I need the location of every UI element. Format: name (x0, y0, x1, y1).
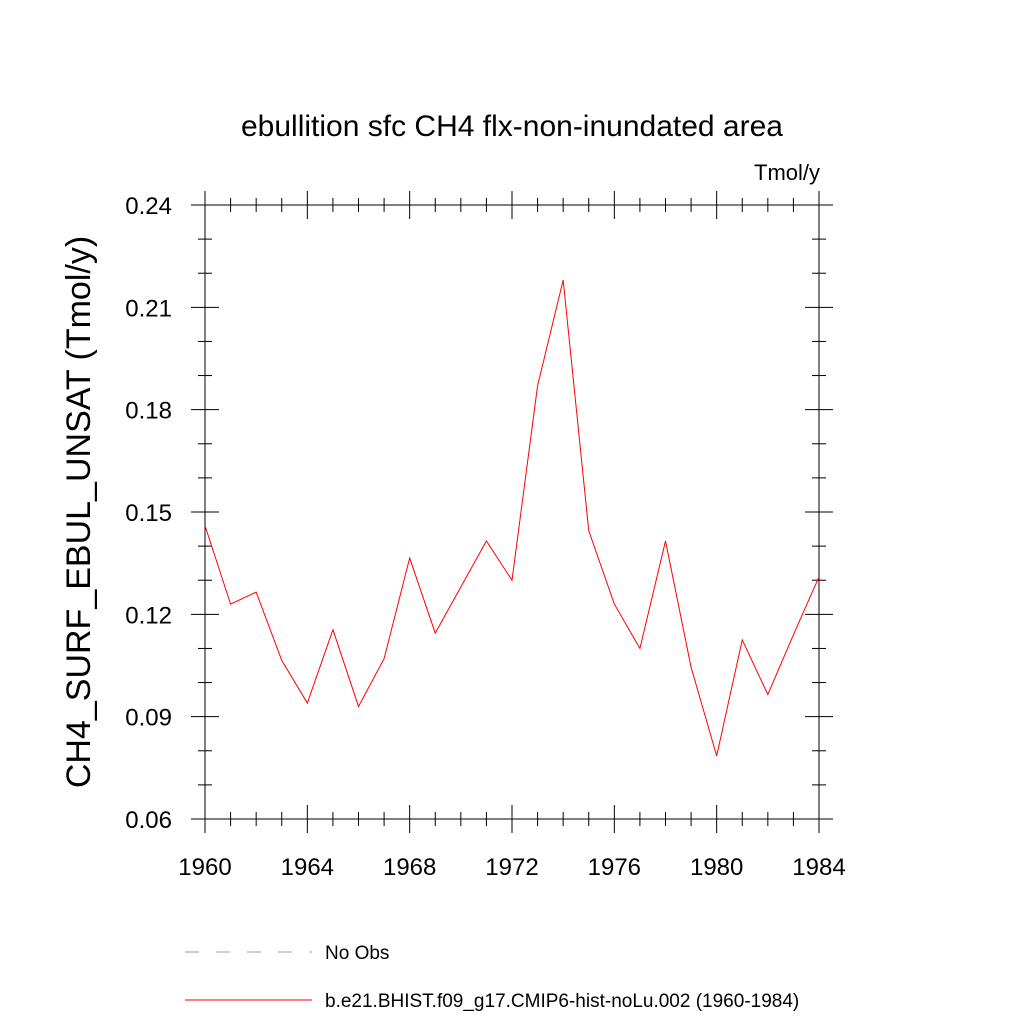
x-tick-label: 1976 (588, 854, 641, 881)
x-tick-label: 1968 (383, 854, 436, 881)
plot-frame (204, 204, 820, 820)
x-tick-label: 1972 (485, 854, 538, 881)
x-tick-label: 1964 (281, 854, 334, 881)
y-tick-label: 0.06 (125, 807, 172, 834)
x-tick-label: 1984 (792, 854, 845, 881)
legend-label-model-run: b.e21.BHIST.f09_g17.CMIP6-hist-noLu.002 … (325, 991, 799, 1012)
x-tick-label: 1960 (178, 854, 231, 881)
y-tick-label: 0.21 (125, 295, 172, 322)
y-tick-label: 0.15 (125, 500, 172, 527)
axis-ticks (191, 191, 833, 833)
tick-labels: 1960 1964 1968 1972 1976 1980 1984 0.06 0.09 0.12… (125, 193, 845, 881)
y-tick-label: 0.24 (125, 193, 172, 220)
y-tick-label: 0.12 (125, 602, 172, 629)
y-tick-label: 0.18 (125, 398, 172, 425)
units-label: Tmol/y (754, 160, 820, 185)
series-lines (204, 279, 820, 757)
legend: No Obs b.e21.BHIST.f09_g17.CMIP6-hist-no… (185, 943, 799, 1012)
legend-label-no-obs: No Obs (325, 943, 389, 964)
series-line-model-run (204, 279, 820, 757)
x-tick-label: 1980 (690, 854, 743, 881)
y-tick-label: 0.09 (125, 705, 172, 732)
chart-title: ebullition sfc CH4 flx-non-inundated are… (241, 110, 783, 143)
y-axis-label: CH4_SURF_EBUL_UNSAT (Tmol/y) (60, 236, 98, 788)
